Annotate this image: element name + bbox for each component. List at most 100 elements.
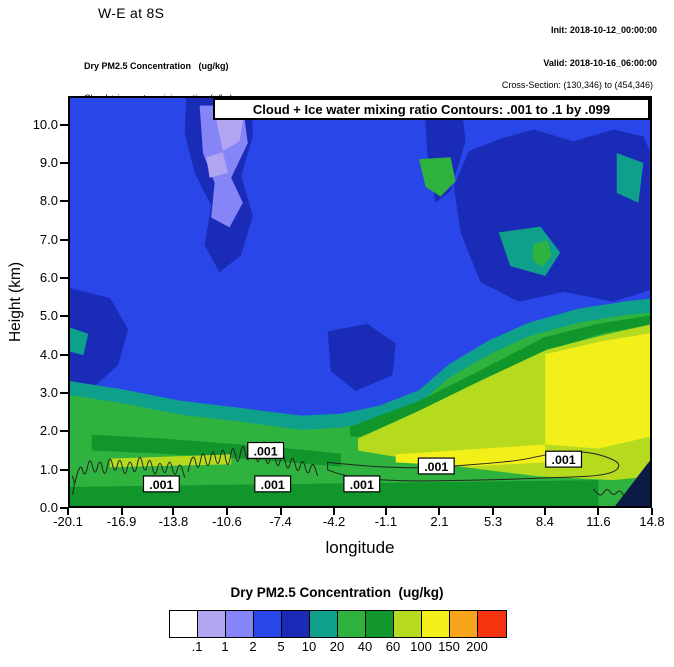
- colorbar-tick-label: 150: [438, 639, 460, 654]
- valid-time: Valid: 2018-10-16_06:00:00: [543, 58, 657, 68]
- x-tick-label: -1.1: [374, 514, 398, 529]
- y-tick-mark: [60, 123, 68, 126]
- colorbar-cell-9: [422, 611, 450, 637]
- x-tick-label: 11.6: [586, 514, 611, 529]
- x-tick-mark: [492, 508, 495, 515]
- colorbar-cell-1: [198, 611, 226, 637]
- colorbar-cell-7: [366, 611, 394, 637]
- colorbar-tick-label: 200: [466, 639, 488, 654]
- cloud-contour-0: [74, 456, 186, 484]
- y-tick-label: 0.0: [39, 500, 58, 515]
- y-tick-label: 4.0: [39, 346, 58, 362]
- contour-label-box: [254, 475, 292, 493]
- y-tick-mark: [60, 277, 68, 280]
- x-tick-label: -10.6: [212, 514, 242, 529]
- x-tick-label: 5.3: [483, 514, 503, 529]
- colorbar-cell-4: [282, 611, 310, 637]
- y-tick-label: 5.0: [39, 308, 58, 324]
- colorbar: [169, 610, 507, 638]
- x-tick-mark: [279, 508, 282, 515]
- field-line-pm25: Dry PM2.5 Concentration (ug/kg): [84, 61, 229, 71]
- cloud-contour-label: .001: [254, 475, 292, 493]
- colorbar-cell-5: [310, 611, 338, 637]
- cloud-contour-label: .001: [545, 450, 583, 468]
- colorbar-tick-label: 10: [301, 639, 317, 654]
- region-green-spot-right: [532, 240, 552, 267]
- init-time: Init: 2018-10-12_00:00:00: [550, 25, 657, 35]
- cloud-contour-label: .001: [247, 441, 285, 459]
- x-axis-title: longitude: [325, 538, 395, 557]
- colorbar-tick-label: 60: [385, 639, 401, 654]
- x-tick-label: 8.4: [535, 514, 554, 529]
- contour-label-text: .001: [552, 453, 576, 467]
- colorbar-tick-label: .1: [191, 639, 203, 654]
- colorbar-tick-label: 5: [277, 639, 285, 654]
- y-tick-label: 3.0: [39, 385, 58, 401]
- region-navy-left-edge: [70, 288, 129, 388]
- contour-label-box: [343, 475, 381, 493]
- region-green-blob-high: [418, 157, 456, 197]
- cloud-contour-3: [593, 488, 626, 499]
- contour-label-box: [417, 457, 455, 475]
- contour-field: .001 .001 .001 .001 .001 .001: [70, 98, 650, 506]
- region-teal-boundary-band: [70, 298, 650, 430]
- x-tick-label: 2.1: [430, 514, 449, 529]
- colorbar-cell-6: [338, 611, 366, 637]
- y-tick-label: 8.0: [39, 193, 58, 209]
- region-yellow-right: [545, 333, 650, 449]
- y-tick-mark: [60, 200, 68, 203]
- x-tick-mark: [67, 508, 69, 515]
- region-teal-upper-right: [616, 153, 644, 203]
- contour-label-text: .001: [149, 478, 173, 492]
- y-tick-label: 6.0: [39, 270, 58, 286]
- colorbar-tick-label: 1: [221, 639, 229, 654]
- cross-section-label: Cross-Section: (130,346) to (454,346): [501, 80, 653, 90]
- cloud-contour-label: .001: [417, 457, 455, 475]
- x-tick-mark: [438, 508, 441, 515]
- run-times: Init: 2018-10-12_00:00:00 Valid: 2018-10…: [543, 3, 657, 91]
- contour-field-svg: .001 .001 .001 .001 .001 .001: [70, 98, 650, 506]
- colorbar-tick-label: 20: [329, 639, 345, 654]
- colorbar-cell-3: [254, 611, 282, 637]
- y-tick-mark: [60, 468, 68, 471]
- x-tick-label: -4.2: [322, 514, 346, 529]
- y-tick-mark: [60, 392, 68, 395]
- y-tick-mark: [60, 507, 68, 509]
- contour-label-box: [545, 450, 583, 468]
- cross-section-plot: .001 .001 .001 .001 .001 .001 Cloud + Ice wat…: [68, 96, 652, 508]
- colorbar-cell-8: [394, 611, 422, 637]
- region-lavender-top-1: [214, 111, 245, 152]
- cloud-contour-2: [327, 451, 620, 482]
- region-darkgreen-plume-band: [350, 315, 650, 437]
- contour-label-text: .001: [424, 460, 448, 474]
- x-tick-mark: [384, 508, 387, 515]
- y-tick-mark: [60, 315, 68, 318]
- cloud-contour-label: .001: [343, 475, 381, 493]
- colorbar-tick-label: 2: [249, 639, 257, 654]
- region-teal-right-patch: [498, 226, 561, 276]
- x-tick-label: -20.1: [53, 514, 83, 529]
- colorbar-tick-label: 100: [410, 639, 432, 654]
- contour-label-box: [247, 441, 285, 459]
- x-tick-mark: [543, 508, 546, 515]
- x-tick-label: -16.9: [106, 514, 137, 529]
- x-tick-label: -13.8: [158, 514, 189, 529]
- contour-label-text: .001: [261, 478, 285, 492]
- contour-annotation: Cloud + Ice water mixing ratio Contours:…: [213, 98, 650, 120]
- colorbar-tick-label: 40: [357, 639, 373, 654]
- y-tick-mark: [60, 353, 68, 356]
- x-tick-mark: [597, 508, 600, 515]
- contour-label-text: .001: [350, 478, 374, 492]
- x-tick-mark: [225, 508, 228, 515]
- colorbar-title: Dry PM2.5 Concentration (ug/kg): [230, 585, 444, 600]
- region-lavender-top-2: [206, 152, 228, 178]
- y-tick-label: 1.0: [39, 461, 58, 477]
- region-teal-left-edge: [70, 327, 89, 356]
- colorbar-cell-0: [170, 611, 198, 637]
- y-tick-mark: [60, 430, 68, 433]
- cloud-contour-4: [72, 475, 75, 495]
- x-tick-mark: [651, 508, 653, 515]
- y-tick-label: 2.0: [39, 423, 58, 439]
- region-navy-right: [453, 129, 650, 302]
